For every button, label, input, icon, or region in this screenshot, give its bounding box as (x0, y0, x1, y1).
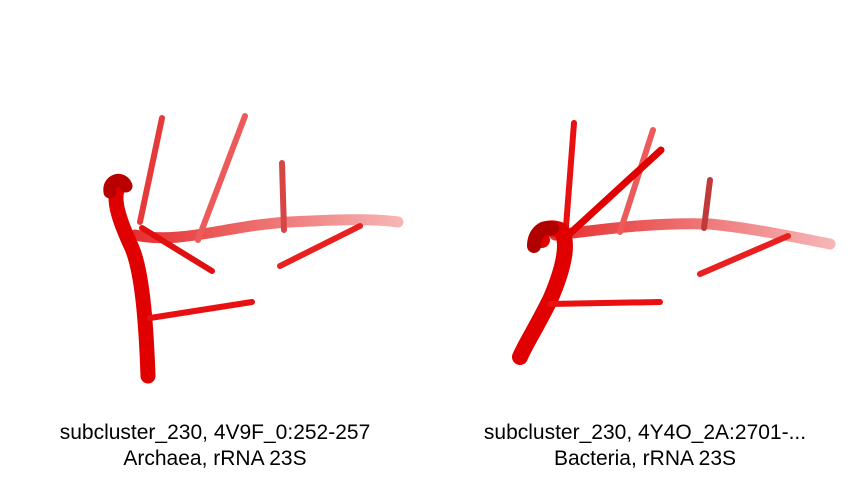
base-stick (562, 120, 577, 243)
caption-right-line2: Bacteria, rRNA 23S (553, 447, 737, 470)
base-stick (277, 223, 363, 269)
caption-right: subcluster_230, 4Y4O_2A:2701-... Bacteri… (430, 420, 860, 472)
base-stick (697, 233, 791, 277)
base-stick (617, 127, 656, 235)
base-stick (561, 146, 665, 242)
base-stick (279, 160, 287, 233)
structure-panel-right: subcluster_230, 4Y4O_2A:2701-... Bacteri… (430, 0, 860, 480)
backbone-front (512, 220, 573, 365)
base-stick (547, 299, 663, 307)
rna-structure-right (512, 120, 836, 365)
caption-right-line1: subcluster_230, 4Y4O_2A:2701-... (483, 421, 807, 444)
backbone-cap (527, 220, 559, 253)
backbone-front (108, 180, 156, 384)
backbone-rear (549, 218, 836, 250)
base-stick (147, 299, 255, 321)
rna-structure-left (103, 113, 404, 384)
caption-left: subcluster_230, 4V9F_0:252-257 Archaea, … (0, 420, 430, 472)
structure-panel-left: subcluster_230, 4V9F_0:252-257 Archaea, … (0, 113, 430, 472)
caption-left-line1: subcluster_230, 4V9F_0:252-257 (59, 421, 371, 444)
backbone-cap (103, 173, 133, 199)
backbone-rear (129, 214, 404, 244)
base-stick (701, 177, 713, 231)
base-stick (137, 115, 165, 225)
base-stick (195, 113, 248, 243)
base-stick (139, 225, 215, 274)
caption-left-line2: Archaea, rRNA 23S (123, 447, 307, 470)
